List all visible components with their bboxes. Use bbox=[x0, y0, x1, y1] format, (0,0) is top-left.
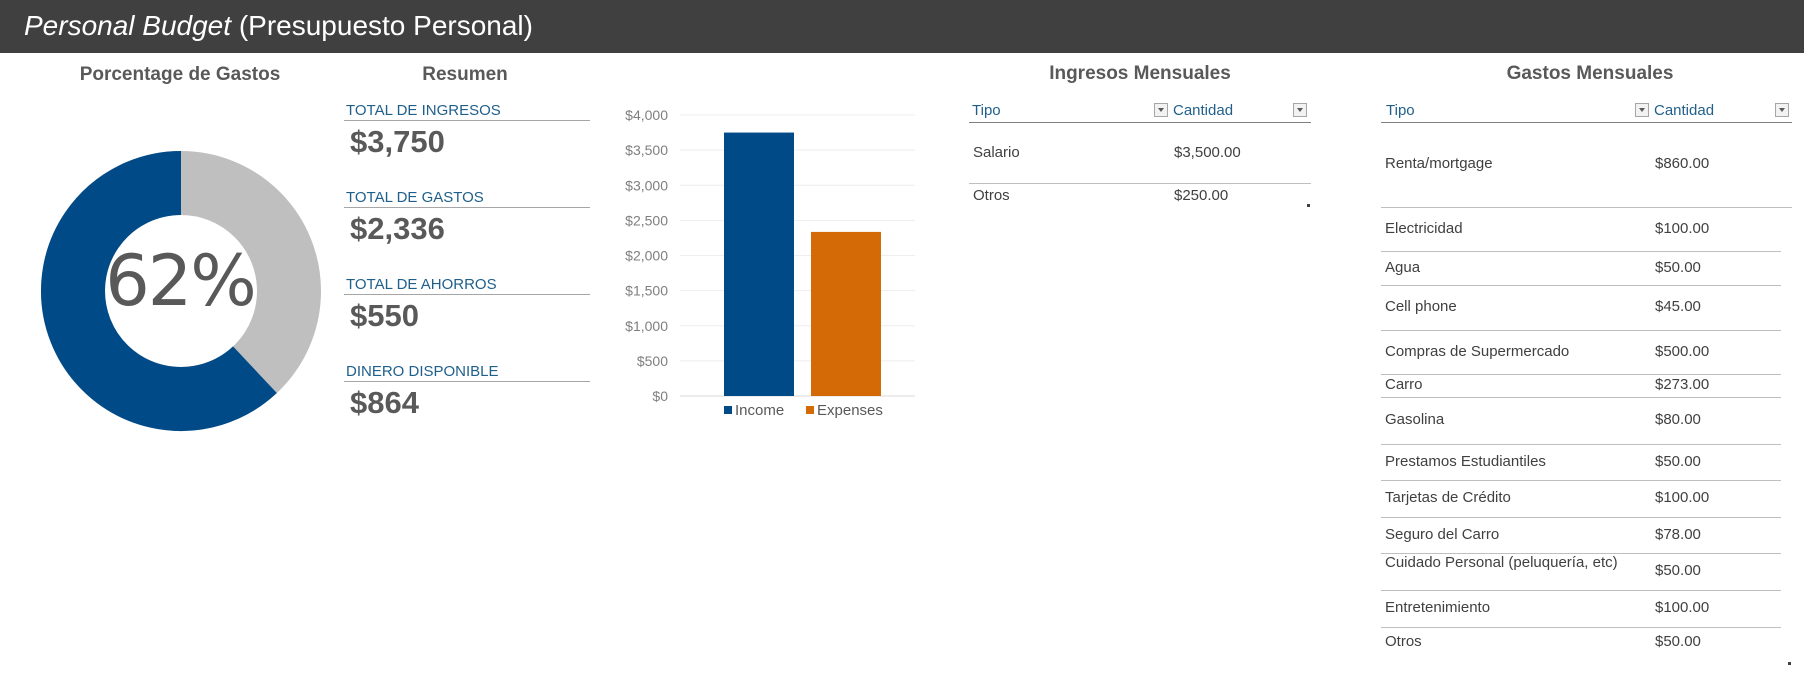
y-tick-label: $2,500 bbox=[625, 212, 668, 228]
legend-swatch bbox=[724, 406, 732, 414]
page-title-main: Personal Budget bbox=[24, 10, 232, 41]
cell-cantidad: $860.00 bbox=[1655, 155, 1710, 172]
summary-total-gastos: TOTAL DE GASTOS $2,336 bbox=[344, 188, 590, 246]
cell-tipo: Gasolina bbox=[1385, 411, 1445, 428]
cell-cantidad: $78.00 bbox=[1655, 526, 1701, 543]
cell-tipo: Salario bbox=[973, 144, 1020, 161]
legend-swatch bbox=[806, 406, 814, 414]
y-tick-label: $3,000 bbox=[625, 177, 668, 193]
summary-value: $2,336 bbox=[350, 211, 445, 246]
cell-tipo: Tarjetas de Crédito bbox=[1385, 489, 1511, 506]
summary-total-ahorros: TOTAL DE AHORROS $550 bbox=[344, 275, 590, 333]
section-title-porcentaje: Porcentage de Gastos bbox=[79, 64, 281, 85]
table-row[interactable]: Electricidad $100.00 bbox=[1381, 208, 1781, 252]
summary-value: $3,750 bbox=[350, 124, 445, 159]
cell-cantidad: $100.00 bbox=[1655, 220, 1710, 237]
summary-label: TOTAL DE INGRESOS bbox=[344, 101, 590, 121]
summary-label: DINERO DISPONIBLE bbox=[344, 362, 590, 382]
table-resize-handle[interactable] bbox=[1788, 662, 1791, 665]
cell-tipo: Otros bbox=[973, 187, 1010, 204]
y-tick-label: $4,000 bbox=[625, 107, 668, 123]
filter-dropdown-tipo-icon[interactable] bbox=[1154, 103, 1168, 117]
page-title: Personal Budget (Presupuesto Personal) bbox=[24, 10, 533, 42]
cell-cantidad: $3,500.00 bbox=[1174, 144, 1241, 161]
cell-tipo: Cell phone bbox=[1385, 298, 1457, 315]
cell-cantidad: $100.00 bbox=[1655, 489, 1710, 506]
table-row[interactable]: Cell phone $45.00 bbox=[1381, 286, 1781, 331]
cell-cantidad: $273.00 bbox=[1655, 376, 1710, 393]
table-row[interactable]: Otros $50.00 bbox=[1381, 628, 1781, 658]
table-row[interactable]: Carro $273.00 bbox=[1381, 375, 1781, 398]
table-row[interactable]: Agua $50.00 bbox=[1381, 252, 1781, 286]
cell-tipo: Renta/mortgage bbox=[1385, 155, 1493, 172]
summary-label: TOTAL DE AHORROS bbox=[344, 275, 590, 295]
header-tipo: Tipo bbox=[972, 102, 1001, 119]
table-row[interactable]: Compras de Supermercado $500.00 bbox=[1381, 331, 1781, 375]
cell-tipo: Cuidado Personal (peluquería, etc) bbox=[1385, 554, 1618, 571]
summary-label: TOTAL DE GASTOS bbox=[344, 188, 590, 208]
cell-tipo: Compras de Supermercado bbox=[1385, 343, 1570, 360]
y-tick-label: $500 bbox=[637, 353, 668, 369]
y-tick-label: $1,500 bbox=[625, 283, 668, 299]
donut-percentage-label: 62% bbox=[105, 240, 257, 322]
cell-tipo: Carro bbox=[1385, 376, 1423, 393]
gastos-table-header: Tipo Cantidad bbox=[1381, 100, 1792, 123]
y-tick-label: $3,500 bbox=[625, 142, 668, 158]
cell-cantidad: $50.00 bbox=[1655, 562, 1701, 579]
cell-cantidad: $250.00 bbox=[1174, 187, 1229, 204]
cell-tipo: Seguro del Carro bbox=[1385, 526, 1500, 543]
ingresos-table-header: Tipo Cantidad bbox=[969, 100, 1311, 123]
summary-dinero-disponible: DINERO DISPONIBLE $864 bbox=[344, 362, 590, 420]
chart-bars bbox=[724, 132, 881, 396]
cell-cantidad: $500.00 bbox=[1655, 343, 1710, 360]
section-title-resumen: Resumen bbox=[422, 64, 508, 85]
header-tipo: Tipo bbox=[1386, 102, 1415, 119]
table-row[interactable]: Renta/mortgage $860.00 bbox=[1381, 123, 1792, 208]
chart-y-axis: $0 $500 $1,000 $1,500 $2,000 $2,500 $3,000 $3,5… bbox=[625, 107, 668, 404]
summary-value: $550 bbox=[350, 298, 419, 333]
table-row[interactable]: Gasolina $80.00 bbox=[1381, 398, 1781, 445]
table-row[interactable]: Entretenimiento $100.00 bbox=[1381, 591, 1781, 628]
legend-label: Income bbox=[735, 402, 784, 419]
cell-tipo: Agua bbox=[1385, 259, 1421, 276]
summary-value: $864 bbox=[350, 385, 419, 420]
y-tick-label: $0 bbox=[652, 388, 668, 404]
filter-dropdown-cantidad-icon[interactable] bbox=[1293, 103, 1307, 117]
table-row[interactable]: Prestamos Estudiantiles $50.00 bbox=[1381, 445, 1781, 481]
summary-total-ingresos: TOTAL DE INGRESOS $3,750 bbox=[344, 101, 590, 159]
table-row[interactable]: Cuidado Personal (peluquería, etc) $50.00 bbox=[1381, 554, 1781, 591]
header-cantidad: Cantidad bbox=[1654, 102, 1715, 119]
table-resize-handle[interactable] bbox=[1307, 204, 1310, 207]
table-row[interactable]: Salario $3,500.00 bbox=[969, 123, 1311, 184]
filter-dropdown-cantidad-icon[interactable] bbox=[1775, 103, 1789, 117]
cell-cantidad: $100.00 bbox=[1655, 599, 1710, 616]
table-row[interactable]: Tarjetas de Crédito $100.00 bbox=[1381, 481, 1781, 518]
cell-cantidad: $50.00 bbox=[1655, 453, 1701, 470]
table-row[interactable]: Otros $250.00 bbox=[969, 184, 1311, 208]
table-row[interactable]: Seguro del Carro $78.00 bbox=[1381, 518, 1781, 554]
cell-cantidad: $50.00 bbox=[1655, 259, 1701, 276]
y-tick-label: $2,000 bbox=[625, 248, 668, 264]
cell-tipo: Entretenimiento bbox=[1385, 599, 1491, 616]
y-tick-label: $1,000 bbox=[625, 318, 668, 334]
title-bar: Personal Budget (Presupuesto Personal) bbox=[0, 0, 1804, 53]
cell-cantidad: $45.00 bbox=[1655, 298, 1701, 315]
cell-cantidad: $80.00 bbox=[1655, 411, 1701, 428]
section-title-gastos: Gastos Mensuales bbox=[1506, 63, 1674, 84]
filter-dropdown-tipo-icon[interactable] bbox=[1635, 103, 1649, 117]
legend-label: Expenses bbox=[817, 402, 883, 419]
income-expenses-bar-chart[interactable]: $0 $500 $1,000 $1,500 $2,000 $2,500 $3,000 $3,5… bbox=[620, 100, 920, 430]
cell-tipo: Otros bbox=[1385, 633, 1422, 650]
cell-tipo: Prestamos Estudiantiles bbox=[1385, 453, 1546, 470]
page-title-sub: (Presupuesto Personal) bbox=[238, 10, 533, 41]
header-cantidad: Cantidad bbox=[1173, 102, 1234, 119]
chart-legend: Income Expenses bbox=[724, 402, 883, 419]
bar-expenses bbox=[811, 231, 881, 396]
cell-cantidad: $50.00 bbox=[1655, 633, 1701, 650]
cell-tipo: Electricidad bbox=[1385, 220, 1463, 237]
bar-income bbox=[724, 132, 794, 396]
donut-expense-segment bbox=[41, 151, 277, 431]
expense-percentage-donut[interactable] bbox=[36, 146, 326, 436]
section-title-ingresos: Ingresos Mensuales bbox=[1049, 63, 1231, 84]
